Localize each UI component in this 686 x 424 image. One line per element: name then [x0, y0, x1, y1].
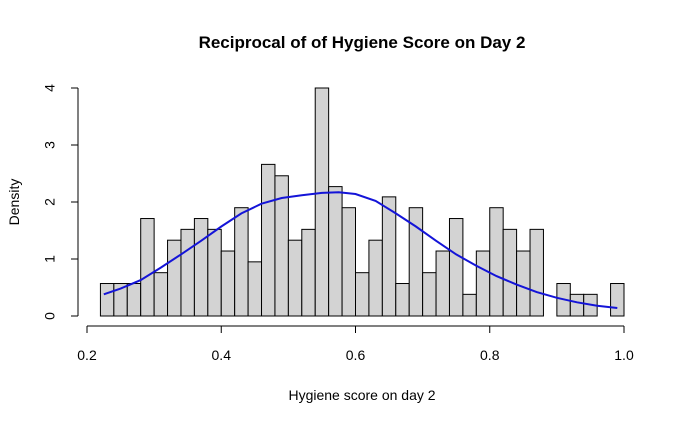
histogram-bar — [127, 284, 140, 316]
histogram-bar — [194, 219, 207, 316]
y-tick-label: 3 — [42, 141, 58, 149]
histogram-bar — [262, 164, 275, 316]
histogram-bar — [530, 229, 543, 316]
chart-title: Reciprocal of of Hygiene Score on Day 2 — [199, 33, 526, 52]
histogram-bar — [235, 208, 248, 316]
histogram-bar — [570, 294, 583, 316]
histogram-bar — [503, 229, 516, 316]
histogram-bars — [100, 88, 624, 316]
histogram-bar — [490, 208, 503, 316]
histogram-bar — [436, 251, 449, 316]
histogram-bar — [517, 251, 530, 316]
histogram-bar — [315, 88, 328, 316]
histogram-bar — [476, 251, 489, 316]
histogram-bar — [168, 240, 181, 316]
histogram-bar — [288, 240, 301, 316]
x-axis-label: Hygiene score on day 2 — [288, 387, 435, 403]
y-tick-label: 4 — [42, 84, 58, 92]
histogram-bar — [181, 229, 194, 316]
x-tick-label: 0.6 — [346, 347, 366, 363]
x-axis: 0.2 0.4 0.6 0.8 1.0 — [77, 326, 634, 363]
y-tick-label: 0 — [42, 312, 58, 320]
histogram-bar — [463, 294, 476, 316]
y-tick-label: 1 — [42, 255, 58, 263]
histogram-bar — [329, 187, 342, 316]
histogram-bar — [396, 284, 409, 316]
histogram-bar — [248, 262, 261, 316]
histogram-bar — [423, 273, 436, 316]
x-tick-label: 0.8 — [480, 347, 500, 363]
histogram-bar — [154, 273, 167, 316]
y-axis: 0 1 2 3 4 — [42, 84, 78, 320]
histogram-bar — [611, 284, 624, 316]
histogram-bar — [356, 273, 369, 316]
y-axis-label: Density — [6, 179, 22, 226]
histogram-bar — [100, 284, 113, 316]
x-tick-label: 0.4 — [212, 347, 232, 363]
histogram-bar — [449, 219, 462, 316]
histogram-bar — [369, 240, 382, 316]
histogram-bar — [382, 197, 395, 316]
histogram-bar — [302, 229, 315, 316]
y-tick-label: 2 — [42, 198, 58, 206]
histogram-bar — [208, 229, 221, 316]
histogram-bar — [342, 208, 355, 316]
histogram-bar — [141, 219, 154, 316]
histogram-bar — [221, 251, 234, 316]
x-tick-label: 0.2 — [77, 347, 97, 363]
x-tick-label: 1.0 — [614, 347, 634, 363]
